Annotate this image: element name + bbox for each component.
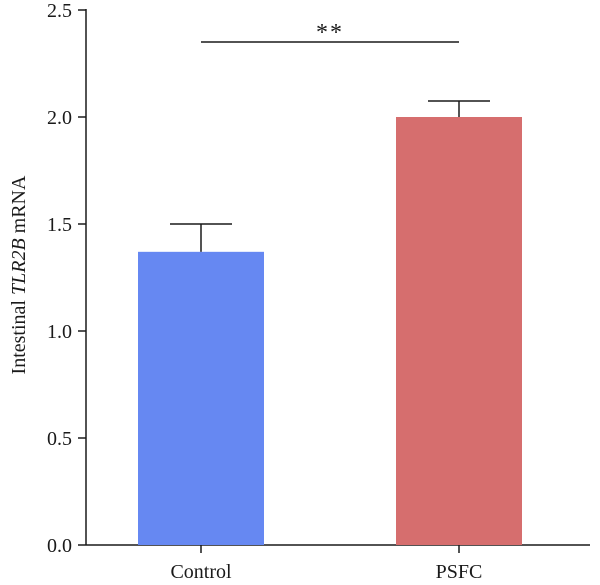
y-axis-label-prefix: Intestinal bbox=[8, 295, 30, 374]
x-axis: Control PSFC bbox=[86, 544, 590, 583]
y-tick-label: 2.5 bbox=[47, 0, 72, 22]
y-axis-label-gene: TLR2B bbox=[8, 238, 30, 295]
y-axis-label-suffix: mRNA bbox=[8, 175, 30, 238]
bar-control bbox=[138, 251, 264, 545]
y-tick-label: 0.5 bbox=[47, 428, 72, 450]
y-axis: 0.0 0.5 1.0 1.5 2.0 2.5 bbox=[47, 0, 87, 557]
x-tick-label: Control bbox=[170, 561, 232, 583]
y-axis-label: Intestinal TLR2B mRNA bbox=[8, 175, 30, 374]
y-tick-label: 1.0 bbox=[47, 321, 72, 343]
y-tick-label: 2.0 bbox=[47, 107, 72, 129]
bars bbox=[138, 117, 522, 545]
significance-label: ** bbox=[316, 20, 344, 46]
y-tick-label: 1.5 bbox=[47, 214, 72, 236]
error-bars bbox=[170, 100, 490, 252]
x-tick-label: PSFC bbox=[436, 561, 483, 583]
significance-annotation: ** bbox=[201, 20, 459, 46]
y-tick-label: 0.0 bbox=[47, 535, 72, 557]
bar-psfc bbox=[396, 117, 522, 545]
